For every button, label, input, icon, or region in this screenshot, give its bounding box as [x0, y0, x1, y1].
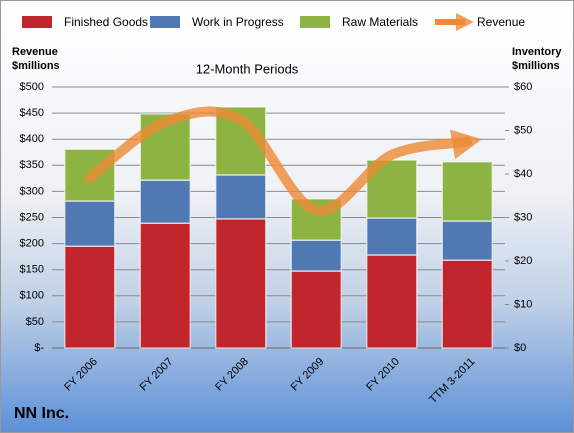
- legend-label: Raw Materials: [342, 15, 418, 29]
- y-tick-label: $500: [20, 81, 44, 93]
- y2-tick-label: $40: [514, 168, 532, 180]
- y2-tick-label: $0: [514, 342, 526, 354]
- legend-swatch: [150, 16, 180, 28]
- bar-segment: [366, 217, 418, 256]
- y2-axis-title: $millions: [512, 60, 560, 72]
- y-axis-title: $millions: [12, 60, 60, 72]
- y-tick-label: $150: [20, 264, 44, 276]
- y-tick-label: $300: [20, 185, 44, 197]
- bar-segment: [366, 254, 418, 349]
- legend-swatch: [22, 16, 52, 28]
- y-tick-label: $200: [20, 238, 44, 250]
- bar-segment: [441, 161, 493, 222]
- bar-segment: [215, 174, 267, 220]
- chart-title: NN Inc.: [14, 405, 69, 422]
- y2-tick-label: $50: [514, 124, 532, 136]
- y-tick-label: $100: [20, 290, 44, 302]
- bar-segment: [139, 179, 191, 224]
- y2-tick-label: $10: [514, 298, 532, 310]
- chart-subtitle: 12-Month Periods: [196, 61, 299, 76]
- legend-label: Finished Goods: [64, 15, 148, 29]
- legend-swatch: [300, 16, 330, 28]
- y-tick-label: $450: [20, 107, 44, 119]
- y-tick-label: $50: [26, 316, 44, 328]
- bar-segment: [139, 222, 191, 349]
- y-axis-title: Revenue: [12, 46, 58, 58]
- bar-segment: [64, 245, 116, 349]
- y-tick-label: $400: [20, 133, 44, 145]
- legend-label: Revenue: [477, 15, 525, 29]
- revenue-line: [84, 106, 483, 216]
- y2-tick-label: $20: [514, 255, 532, 267]
- y-tick-label: $350: [20, 159, 44, 171]
- y-tick-label: $-: [34, 342, 44, 354]
- legend-label: Work in Progress: [192, 15, 284, 29]
- bar-segment: [441, 259, 493, 349]
- bar-segment: [290, 270, 342, 349]
- y2-tick-label: $30: [514, 211, 532, 223]
- y2-axis-title: Inventory: [512, 46, 562, 58]
- y2-tick-label: $60: [514, 81, 532, 93]
- bar-segment: [215, 218, 267, 349]
- bar-segment: [441, 220, 493, 261]
- bar-segment: [64, 200, 116, 247]
- y-tick-label: $250: [20, 211, 44, 223]
- bar-segment: [290, 239, 342, 272]
